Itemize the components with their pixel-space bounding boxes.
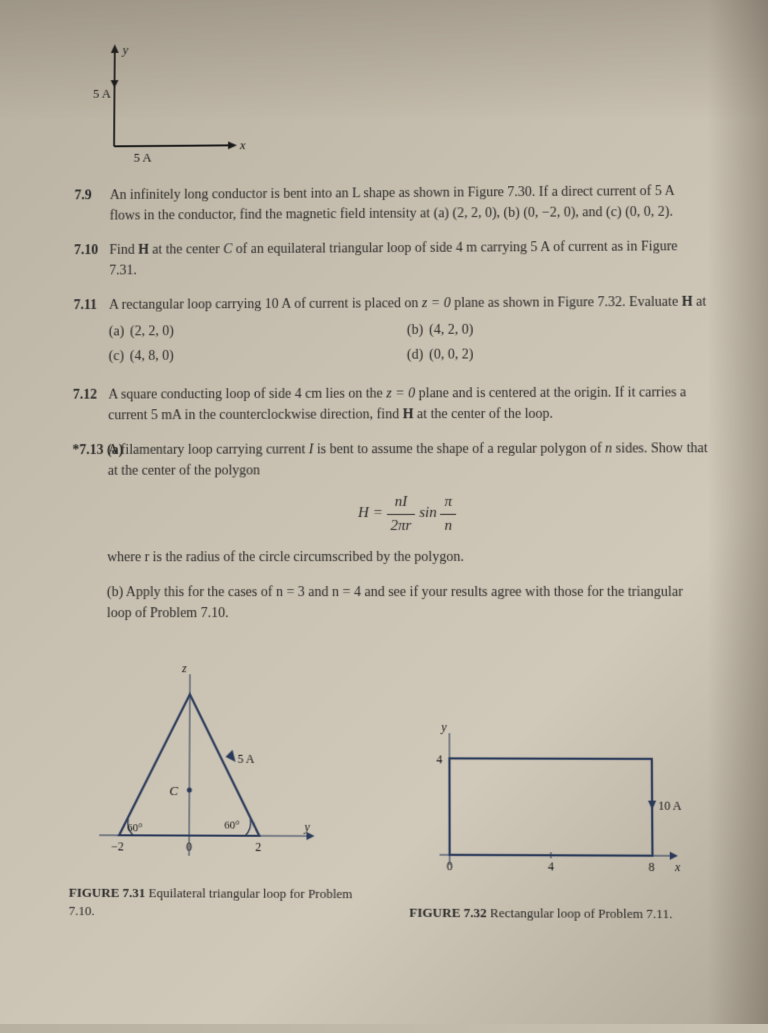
problem-7-12: 7.12 A square conducting loop of side 4 … bbox=[73, 382, 709, 426]
svg-text:60°: 60° bbox=[127, 822, 142, 834]
problem-7-13: *7.13 (a) A filamentary loop carrying cu… bbox=[71, 438, 710, 568]
svg-text:0: 0 bbox=[447, 859, 453, 873]
figures-row: z y 5 A C 60° 60° bbox=[69, 654, 714, 924]
option-a: (a)(2, 2, 0) bbox=[109, 320, 407, 342]
problem-number: *7.13 (a) bbox=[72, 440, 123, 461]
figure-caption: FIGURE 7.31 Equilateral triangular loop … bbox=[69, 884, 369, 922]
problem-number: 7.9 bbox=[74, 186, 91, 207]
problem-7-9: 7.9 An infinitely long conductor is bent… bbox=[74, 181, 707, 227]
x-axis-label: x bbox=[239, 138, 246, 152]
svg-text:C: C bbox=[169, 784, 178, 798]
option-d: (d)(0, 0, 2) bbox=[407, 343, 708, 365]
problem-text: A filamentary loop carrying current I is… bbox=[108, 441, 708, 479]
l-shape-diagram: y x 5 A 5 A bbox=[85, 38, 262, 166]
svg-text:0: 0 bbox=[186, 839, 192, 853]
svg-text:8: 8 bbox=[648, 860, 654, 874]
problem-text: A rectangular loop carrying 10 A of curr… bbox=[109, 295, 706, 313]
svg-text:−2: −2 bbox=[111, 839, 124, 853]
svg-text:60°: 60° bbox=[224, 819, 239, 831]
svg-text:4: 4 bbox=[548, 859, 554, 873]
problem-7-13-b: (b) Apply this for the cases of n = 3 an… bbox=[71, 582, 711, 624]
figure-caption: FIGURE 7.32 Rectangular loop of Problem … bbox=[409, 904, 713, 924]
svg-text:4: 4 bbox=[436, 752, 442, 766]
sub-options: (a)(2, 2, 0) (b)(4, 2, 0) (c)(4, 8, 0) (… bbox=[109, 319, 709, 371]
y-axis-label: y bbox=[121, 43, 129, 57]
figure-7-32: y x 10 A 4 0 4 8 bbox=[409, 713, 713, 924]
problem-text: A square conducting loop of side 4 cm li… bbox=[108, 385, 686, 423]
svg-text:x: x bbox=[674, 860, 681, 875]
figure-7-31: z y 5 A C 60° 60° bbox=[69, 654, 369, 922]
problem-number: 7.12 bbox=[73, 385, 97, 406]
problem-7-11: 7.11 A rectangular loop carrying 10 A of… bbox=[73, 292, 708, 371]
svg-text:y: y bbox=[440, 720, 447, 734]
svg-text:10 A: 10 A bbox=[658, 799, 682, 814]
problem-7-10: 7.10 Find H at the center C of an equila… bbox=[74, 236, 708, 281]
problem-text: An infinitely long conductor is bent int… bbox=[110, 184, 674, 223]
where-text: where r is the radius of the circle circ… bbox=[107, 547, 710, 569]
problem-number: 7.10 bbox=[74, 240, 98, 261]
option-b: (b)(4, 2, 0) bbox=[407, 319, 708, 341]
svg-text:2: 2 bbox=[255, 840, 261, 854]
svg-text:5 A: 5 A bbox=[237, 752, 255, 766]
current-vert-label: 5 A bbox=[93, 87, 112, 101]
problem-number: 7.11 bbox=[74, 295, 98, 316]
current-horiz-label: 5 A bbox=[134, 151, 153, 165]
option-c: (c)(4, 8, 0) bbox=[109, 345, 407, 367]
formula: H = nI 2πr sin π n bbox=[107, 490, 710, 537]
svg-text:z: z bbox=[181, 661, 187, 675]
problem-text: Find H at the center C of an equilateral… bbox=[109, 239, 677, 278]
svg-text:y: y bbox=[303, 820, 310, 834]
